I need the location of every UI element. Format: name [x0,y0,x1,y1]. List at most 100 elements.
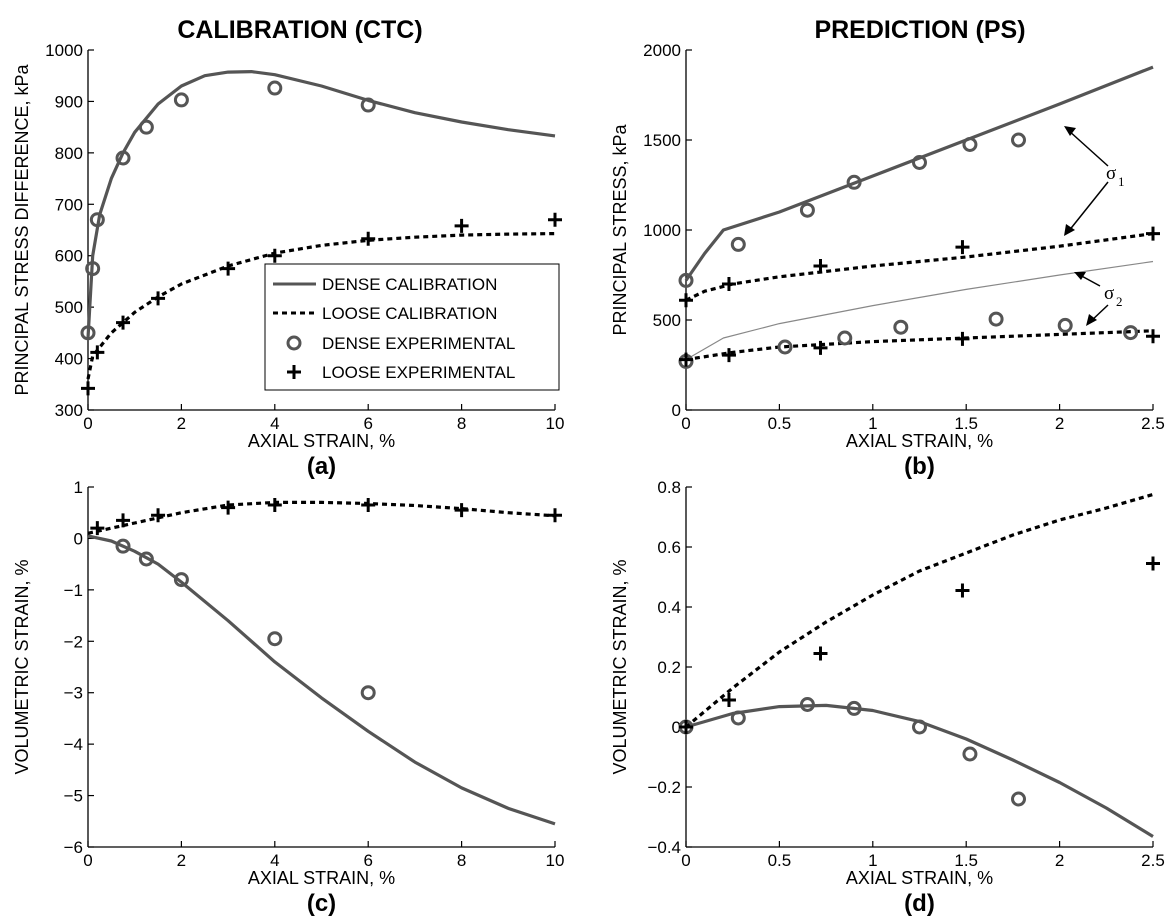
data-point-circle [1011,132,1027,148]
data-point-circle [988,311,1004,327]
data-point-circle [730,710,746,726]
y-tick-label: −3 [64,684,83,703]
arrowhead [1064,224,1075,236]
panel-letter: (a) [307,453,336,480]
data-point-circle [360,685,376,701]
data-point-plus [548,212,562,227]
sigma2-subscript: 2 [1116,294,1123,309]
data-point-plus [955,583,970,598]
x-tick-label: 1 [868,414,877,433]
panel-a: 0 2 4 6 8 10 300 400 500 600 700 800 900 1000 AXIAL ST… [12,41,564,480]
x-tick-label: 2 [1055,851,1064,870]
x-tick-label: 0.5 [768,851,792,870]
series-line [87,500,556,535]
x-tick-label: 6 [363,414,372,433]
y-tick-label: 0 [672,718,681,737]
x-tick-label: 0 [83,851,92,870]
data-point-circle [80,325,96,341]
y-tick-label: 0.2 [657,658,681,677]
x-tick-label: 0 [83,414,92,433]
x-axis-label: AXIAL STRAIN, % [846,431,993,451]
data-point-plus [813,646,828,661]
series-line [685,232,1154,302]
data-point-plus [1146,226,1160,241]
data-point-plus [813,340,828,355]
data-point-circle [730,236,746,252]
series-line [87,534,556,826]
y-tick-label: 500 [55,298,83,317]
x-tick-label: 8 [457,414,466,433]
title-prediction: PREDICTION (PS) [814,16,1025,44]
data-point-plus [116,513,131,528]
sigma1-subscript: 1 [1118,174,1125,189]
data-point-circle [1011,791,1027,807]
data-point-plus [151,508,166,523]
legend-plus-marker [287,365,301,379]
data-point-plus [1146,556,1160,571]
y-tick-label: 0 [672,401,681,420]
sigma2-label: σ [1104,283,1114,304]
data-point-plus [221,500,236,515]
data-point-plus [81,381,95,396]
y-tick-label: 700 [55,195,83,214]
data-point-circle [846,700,862,716]
series-line [685,329,1154,362]
data-point-circle [267,631,283,647]
data-point-plus [361,498,376,512]
data-point-circle [799,697,815,712]
data-point-circle [799,202,815,218]
series-line [685,260,1154,361]
series-line [86,69,556,339]
y-axis-label: VOLUMETRIC STRAIN, % [610,559,630,774]
y-tick-label: −2 [64,632,83,651]
data-point-circle [1057,317,1073,333]
y-tick-label: −0.4 [647,838,681,857]
data-point-plus [90,345,105,360]
panel-d: 0 0.5 1 1.5 2 2.5 −0.4 −0.2 0 0.2 0.4 0.6 0.8 AXIAL S… [610,478,1165,917]
data-point-circle [912,719,927,735]
y-tick-label: 800 [55,144,83,163]
data-point-plus [955,240,970,255]
y-tick-label: 600 [55,247,83,266]
sigma-annotations: σ 1 σ 2 [1064,126,1125,326]
panel-letter: (c) [307,890,336,917]
y-tick-label: 1000 [643,221,681,240]
x-tick-label: 10 [546,851,565,870]
y-tick-label: 400 [55,350,83,369]
x-axis-label: AXIAL STRAIN, % [248,868,395,888]
data-point-plus [454,503,469,518]
y-tick-label: 300 [55,401,83,420]
data-point-plus [721,348,736,363]
data-point-circle [678,272,694,288]
y-tick-label: 2000 [643,41,681,60]
data-point-plus [267,248,282,263]
data-point-circle [912,155,927,170]
series-line [684,492,1154,729]
y-axis-label: PRINCIPAL STRESS DIFFERENCE, kPa [12,63,32,395]
y-tick-label: 500 [653,311,681,330]
x-tick-label: 2 [177,851,186,870]
y-tick-label: −0.2 [647,778,681,797]
data-point-circle [962,137,978,152]
data-point-plus [721,277,736,291]
arrow-sigma1-upper [1067,129,1109,167]
data-point-plus [813,259,828,273]
y-tick-label: 1500 [643,131,681,150]
x-tick-label: 1.5 [954,414,978,433]
legend-loose-experimental: LOOSE EXPERIMENTAL [322,363,515,382]
data-point-plus [955,331,970,346]
data-point-circle [173,572,189,588]
data-point-plus [454,218,469,233]
data-point-circle [1123,325,1139,341]
legend-circle-marker [286,335,302,351]
y-tick-label: −1 [64,581,83,600]
y-tick-label: −4 [64,735,83,754]
x-tick-label: 0.5 [768,414,792,433]
x-tick-label: 2 [177,414,186,433]
y-tick-label: 0 [74,529,83,548]
x-tick-label: 8 [457,851,466,870]
data-point-circle [360,97,376,113]
x-tick-label: 1 [868,851,877,870]
x-tick-label: 4 [270,414,279,433]
